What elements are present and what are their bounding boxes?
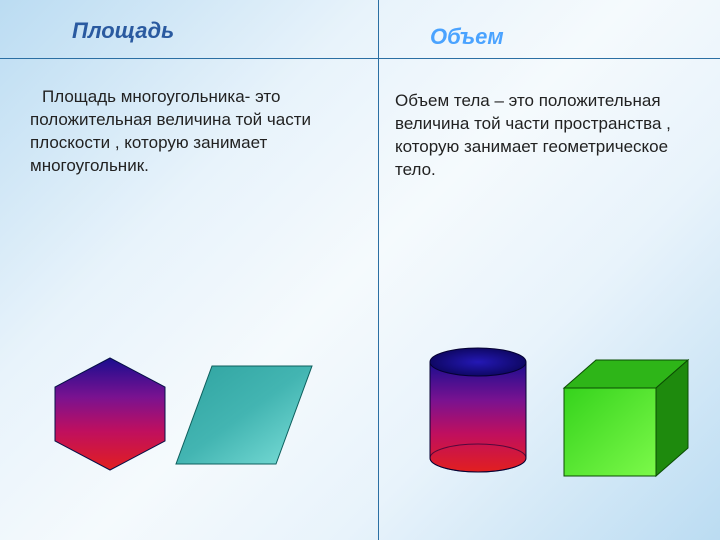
hexagon-shape [45,352,175,476]
cube-shape [556,354,696,484]
vertical-divider [378,0,379,540]
parallelogram-shape [172,360,322,472]
header-divider [0,58,720,59]
heading-volume: Объем [430,24,504,50]
paragraph-volume: Объем тела – это положительная величина … [395,90,685,182]
cylinder-shape [422,344,534,480]
heading-area: Площадь [72,18,174,44]
paragraph-area: Площадь многоугольника- это положительна… [30,86,345,178]
